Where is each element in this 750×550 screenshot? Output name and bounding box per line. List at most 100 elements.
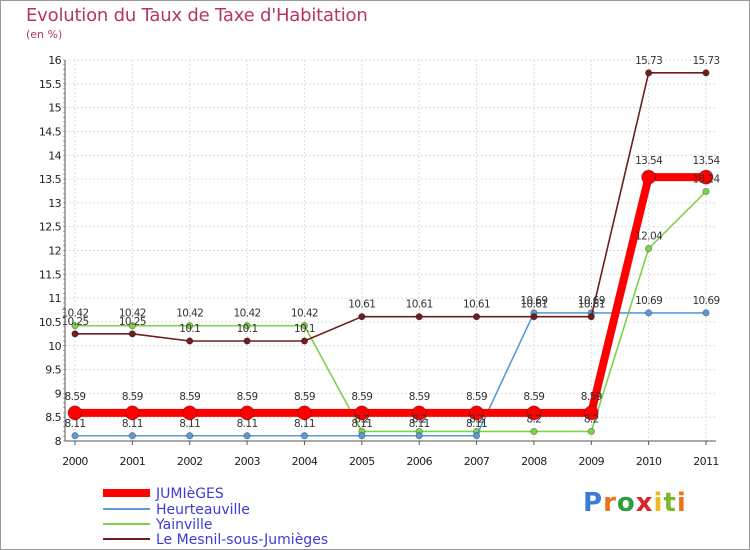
data-label: 13.54 <box>692 155 720 167</box>
logo-letter: P <box>583 488 604 518</box>
data-point <box>67 405 83 421</box>
y-tick-label: 8.5 <box>45 411 61 424</box>
y-tick-label: 11.5 <box>39 268 62 281</box>
series-layer <box>67 69 714 440</box>
logo-letter: o <box>616 488 636 518</box>
y-tick-label: 13.5 <box>39 173 62 186</box>
data-point <box>71 330 79 338</box>
legend-label: JUMIèGES <box>155 486 224 502</box>
series-line <box>75 312 706 437</box>
data-label: 10.1 <box>237 323 258 335</box>
data-label: 10.42 <box>291 308 318 320</box>
data-label: 10.42 <box>61 308 88 320</box>
chart-subtitle: (en %) <box>26 28 63 41</box>
data-label: 13.24 <box>692 173 720 185</box>
data-label: 8.59 <box>523 391 544 403</box>
y-tick-label: 9 <box>55 387 62 400</box>
series-yainville <box>71 187 710 436</box>
legend-label: Le Mesnil-sous-Jumièges <box>156 532 328 548</box>
logo-letter: x <box>635 488 654 518</box>
y-tick-label: 12 <box>48 245 61 258</box>
data-point <box>587 313 595 321</box>
series-jumieges <box>67 169 714 421</box>
data-point <box>358 432 366 440</box>
y-tick-label: 9.5 <box>45 364 61 377</box>
data-label: 8.11 <box>294 418 315 430</box>
data-point <box>354 405 370 421</box>
data-label: 10.42 <box>176 308 203 320</box>
y-tick-label: 10 <box>48 340 61 353</box>
data-point <box>186 322 194 330</box>
x-tick-label: 2000 <box>62 455 88 468</box>
data-point <box>645 244 653 253</box>
data-point <box>645 309 653 317</box>
data-point <box>128 432 136 440</box>
logo-letter: r <box>603 488 617 518</box>
data-point <box>300 432 309 440</box>
data-label: 8.11 <box>237 418 258 430</box>
data-label: 10.61 <box>348 299 375 311</box>
data-point <box>300 337 309 345</box>
series-line <box>75 72 706 342</box>
data-point <box>702 309 710 317</box>
data-point <box>472 432 481 440</box>
data-point <box>469 405 484 421</box>
data-point <box>411 405 427 421</box>
series-line <box>75 190 707 433</box>
data-label: 10.61 <box>406 299 433 311</box>
legend-item-yainville: Yainville <box>103 517 213 533</box>
data-label: 8.11 <box>466 418 487 430</box>
logo-letter: i <box>676 488 687 518</box>
data-point <box>300 322 309 330</box>
data-point <box>530 427 538 436</box>
data-label: 13.54 <box>635 155 663 167</box>
data-label: 8.11 <box>351 418 372 430</box>
logo-letter: t <box>663 488 677 518</box>
data-point <box>297 405 312 421</box>
legend-item-jumieges: JUMIèGES <box>103 486 224 502</box>
data-point <box>645 69 653 77</box>
data-label: 10.25 <box>119 316 146 328</box>
data-label: 8.2 <box>469 413 484 425</box>
data-point <box>587 427 595 436</box>
y-tick-label: 14.5 <box>39 125 62 138</box>
data-label: 8.59 <box>179 391 200 403</box>
data-label: 8.11 <box>122 418 143 430</box>
data-label: 8.59 <box>65 391 86 403</box>
y-tick-label: 14 <box>48 149 61 162</box>
data-point <box>358 313 366 321</box>
data-label: 8.59 <box>237 391 258 403</box>
logo-letter: i <box>653 488 664 518</box>
x-tick-label: 2002 <box>177 455 203 468</box>
label-layer: 8.59 8.59 8.59 8.59 8.59 8.59 8.59 8.59 8.59 8.59… <box>61 55 721 430</box>
proxiti-logo: Proxiti <box>583 488 687 518</box>
data-point <box>702 187 710 196</box>
data-point <box>243 322 251 330</box>
x-tick-label: 2006 <box>406 455 432 468</box>
legend-label: Yainville <box>155 517 213 533</box>
data-label: 10.69 <box>578 295 605 307</box>
data-point <box>128 330 136 338</box>
data-label: 10.25 <box>61 316 88 328</box>
x-tick-label: 2007 <box>464 455 490 468</box>
data-point <box>71 432 79 440</box>
x-tick-label: 2010 <box>636 455 662 468</box>
data-label: 10.61 <box>578 299 605 311</box>
data-label: 8.59 <box>122 391 143 403</box>
data-label: 15.73 <box>692 55 719 67</box>
x-tick-label: 2011 <box>693 455 719 468</box>
data-point <box>71 322 79 330</box>
data-label: 10.69 <box>635 295 662 307</box>
legend-item-le-mesnil-sous-jumieges: Le Mesnil-sous-Jumièges <box>103 532 328 548</box>
data-point <box>472 313 481 321</box>
y-tick-label: 15 <box>48 102 61 115</box>
x-tick-label: 2005 <box>349 455 375 468</box>
data-point <box>530 313 538 321</box>
y-tick-label: 8 <box>55 435 62 448</box>
data-label: 8.59 <box>466 391 487 403</box>
y-tick-label: 12.5 <box>39 221 62 234</box>
data-label: 8.11 <box>65 418 86 430</box>
data-point <box>415 432 423 440</box>
data-label: 8.2 <box>526 413 541 425</box>
data-label: 10.69 <box>692 295 719 307</box>
